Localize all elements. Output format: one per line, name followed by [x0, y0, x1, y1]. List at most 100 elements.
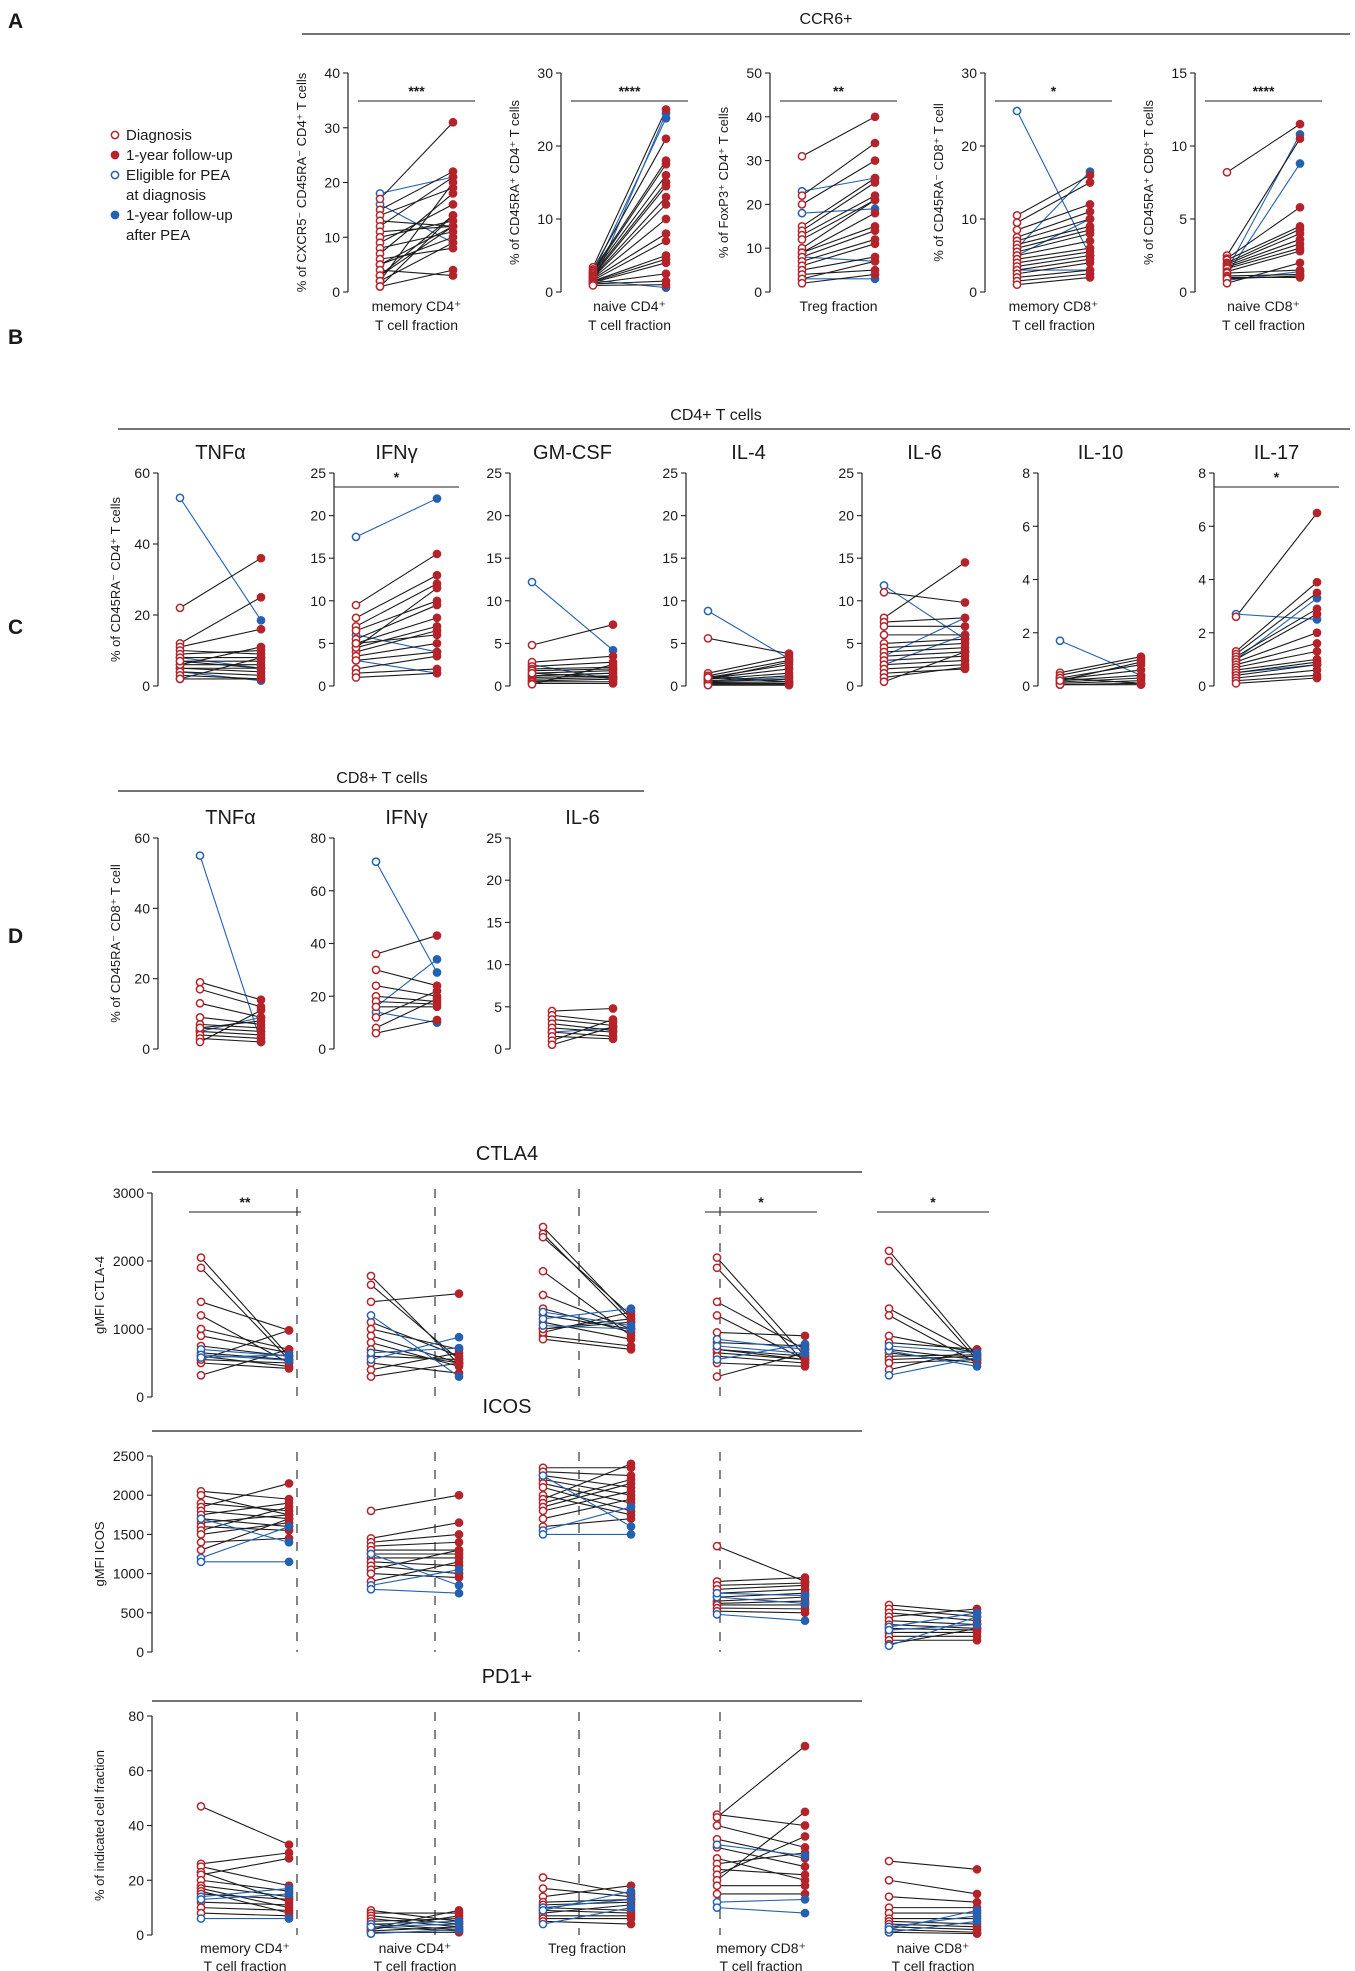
- chart-B3-diagnosis-point: [527, 640, 537, 650]
- chart-B2-diagnosis-point: [351, 600, 361, 610]
- chart-A3-followup-point: [870, 239, 880, 249]
- chart-B2-followup-point: [432, 570, 442, 580]
- chart-D3-diagnosis-point: [712, 1881, 722, 1891]
- chart-D1-pair-line: [716, 1348, 806, 1357]
- chart-A1-ytick-label: 40: [324, 65, 340, 81]
- chart-D2-pair-line: [200, 1502, 290, 1516]
- chart-D2-pair-line: [716, 1582, 806, 1586]
- chart-D3-followup-point: [284, 1854, 294, 1863]
- chart-B7-pair-line: [1235, 669, 1318, 679]
- chart-A4-followup-point: [1085, 236, 1095, 246]
- chart-C1-pair-line: [199, 1027, 262, 1032]
- chart-B5-ytick-label: 5: [846, 635, 854, 651]
- chart-D3-pair-line: [716, 1844, 806, 1857]
- chart-B7-followup-point: [1312, 609, 1322, 619]
- chart-D1-pea-followup-point: [626, 1321, 636, 1330]
- chart-D1-pair-line: [542, 1335, 632, 1347]
- chart-A3-pair-line: [801, 199, 876, 240]
- chart-A4-pair-line: [1016, 110, 1091, 256]
- legend-label: 1-year follow-up: [126, 207, 233, 224]
- chart-D3-pair-line: [716, 1898, 806, 1903]
- chart-A2-pair-line: [592, 109, 667, 268]
- chart-D1-diagnosis-point: [538, 1266, 548, 1276]
- chart-C1-pair-line: [199, 1020, 262, 1029]
- chart-A4-xlabel: memory CD8⁺: [1009, 298, 1099, 314]
- chart-D1-diagnosis-point: [712, 1253, 722, 1262]
- chart-D1-followup-point: [626, 1345, 636, 1354]
- chart-D1-diagnosis-point: [196, 1253, 206, 1262]
- chart-B2-pair-line: [355, 655, 438, 670]
- chart-C3-title: IL-6: [565, 807, 599, 829]
- chart-D1-diagnosis-point: [712, 1297, 722, 1307]
- chart-B4-pair-line: [707, 675, 790, 682]
- chart-D3-pair-line: [888, 1931, 978, 1935]
- chart-D2-pair-line: [888, 1624, 978, 1631]
- chart-A3-pair-line: [801, 225, 876, 254]
- chart-D3-pea-diagnosis-point: [712, 1840, 722, 1850]
- chart-B5-pair-line: [883, 666, 966, 679]
- chart-B2-pair-line: [355, 651, 438, 661]
- chart-B4-pair-line: [707, 659, 790, 677]
- chart-B7-pair-line: [1235, 608, 1318, 658]
- chart-D2-pair-line: [370, 1522, 460, 1539]
- chart-D1-pair-line: [200, 1348, 290, 1376]
- chart-D2-ytick-label: 2500: [113, 1448, 144, 1464]
- d-xlabel: Treg fraction: [548, 1940, 626, 1956]
- chart-A3-pea-diagnosis-point: [797, 208, 807, 218]
- chart-A4-pair-line: [1016, 203, 1091, 231]
- chart-D3-pea-diagnosis-point: [712, 1903, 722, 1912]
- chart-B2-pea-diagnosis-point: [351, 532, 361, 542]
- chart-B5-diagnosis-point: [879, 622, 889, 631]
- chart-D1-group-4-significance-label: *: [930, 1194, 936, 1210]
- chart-A4-pair-line: [1016, 251, 1091, 264]
- chart-D3-pea-followup-point: [800, 1895, 810, 1904]
- chart-B4-pair-line: [707, 676, 790, 683]
- chart-D1-pair-line: [716, 1352, 806, 1361]
- chart-A5-followup-point: [1295, 134, 1305, 144]
- chart-B2-ytick-label: 25: [310, 465, 326, 481]
- chart-A5-ytick-label: 0: [1179, 284, 1187, 300]
- chart-C2-pair-line: [375, 985, 438, 997]
- chart-D1-pea-diagnosis-point: [712, 1334, 722, 1344]
- chart-A1-pair-line: [379, 193, 454, 255]
- chart-D1-diagnosis-point: [196, 1370, 206, 1380]
- chart-B7-pair-line: [1235, 677, 1318, 684]
- chart-D2-pair-line: [200, 1526, 290, 1559]
- chart-D2-pair-line: [542, 1494, 632, 1516]
- chart-A1-pair-line: [379, 182, 454, 282]
- chart-D2-pair-line: [888, 1624, 978, 1630]
- chart-B4-followup-point: [784, 677, 794, 687]
- chart-C1-ytick-label: 40: [134, 900, 150, 916]
- chart-B3-pair-line: [531, 664, 614, 685]
- chart-D1-pair-line: [716, 1331, 806, 1337]
- chart-A1-diagnosis-point: [375, 282, 385, 291]
- chart-A1-followup-point: [448, 265, 458, 275]
- chart-B1-pair-line: [179, 596, 262, 644]
- chart-D1-pea-followup-point: [800, 1339, 810, 1349]
- chart-C2-pea-followup-point: [432, 968, 442, 977]
- chart-D3-diagnosis-point: [538, 1873, 548, 1882]
- chart-D1-ytick-label: 0: [136, 1389, 144, 1405]
- chart-D3-pair-line: [542, 1876, 632, 1895]
- chart-B6-pair-line: [1059, 656, 1142, 674]
- chart-D2-diagnosis-point: [538, 1506, 548, 1516]
- chart-D1-pair-line: [716, 1338, 806, 1350]
- chart-B7-ytick-label: 8: [1198, 465, 1206, 481]
- chart-D2-pea-diagnosis-point: [538, 1530, 548, 1539]
- chart-A5-followup-point: [1295, 202, 1305, 212]
- chart-B7-followup-point: [1312, 647, 1322, 656]
- chart-A4-pair-line: [1016, 276, 1091, 286]
- chart-D3-followup-point: [972, 1889, 982, 1899]
- d-xlabel: naive CD4⁺: [379, 1940, 452, 1956]
- chart-D1-followup-point: [800, 1331, 810, 1341]
- chart-C1-pair-line: [199, 1009, 262, 1043]
- chart-A4-ytick-label: 0: [969, 284, 977, 300]
- chart-B2-pair-line: [355, 634, 438, 644]
- chart-D1-pea-followup-point: [454, 1372, 464, 1381]
- chart-A4-ytick-label: 20: [961, 138, 977, 154]
- chart-D3-diagnosis-point: [712, 1889, 722, 1899]
- chart-D1-header: CTLA4: [476, 1143, 538, 1165]
- chart-A1-followup-point: [448, 178, 458, 187]
- chart-A4-diagnosis-point: [1012, 280, 1022, 290]
- chart-A4-ytick-label: 30: [961, 65, 977, 81]
